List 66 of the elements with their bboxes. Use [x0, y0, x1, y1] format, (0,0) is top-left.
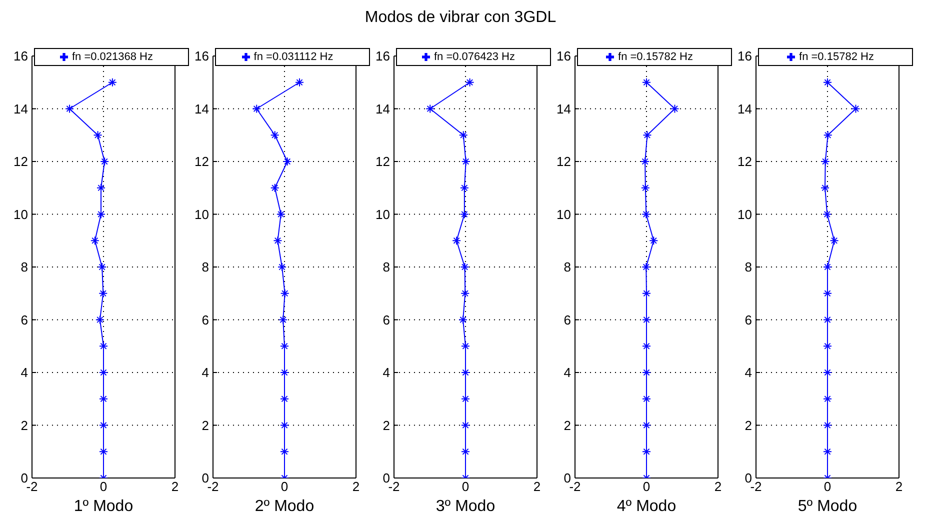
y-tick-label: 12	[556, 154, 571, 170]
x-tick-label: -2	[569, 479, 581, 494]
y-tick-label: 6	[202, 312, 209, 328]
y-tick-label: 16	[556, 48, 571, 64]
x-tick-label: 2	[171, 479, 179, 494]
y-tick-label: 14	[14, 101, 28, 116]
x-tick-label: 2	[714, 479, 722, 494]
y-tick-label: 2	[564, 418, 571, 433]
x-axis-title: 1º Modo	[72, 498, 134, 516]
y-tick-label: 4	[382, 365, 390, 380]
x-tick-label: -2	[388, 479, 400, 494]
x-axis-title: 4º Modo	[616, 498, 678, 516]
y-tick-label: 6	[20, 312, 28, 328]
x-tick-label: -2	[207, 479, 219, 494]
y-tick-label: 2	[20, 418, 28, 433]
y-tick-label: 10	[376, 206, 390, 222]
y-tick-label: 10	[556, 206, 571, 222]
chart-title: Modos de vibrar con 3GDL	[364, 8, 556, 28]
x-tick-label: -2	[26, 479, 38, 494]
y-tick-label: 6	[744, 312, 752, 328]
x-tick-label: 2	[352, 479, 360, 494]
y-tick-label: 8	[382, 260, 390, 275]
y-tick-label: 16	[194, 48, 209, 64]
x-tick-label: 2	[533, 479, 541, 494]
y-tick-label: 8	[564, 260, 571, 275]
y-tick-label: 16	[376, 48, 390, 64]
y-tick-label: 4	[564, 365, 571, 380]
y-tick-label: 14	[556, 101, 571, 116]
y-tick-label: 14	[376, 101, 390, 116]
y-tick-label: 6	[382, 312, 390, 328]
y-tick-label: 14	[194, 101, 209, 116]
y-tick-label: 12	[376, 154, 390, 170]
legend-label: fn =0.076423 Hz	[434, 51, 516, 63]
x-tick-label: 0	[642, 479, 650, 494]
y-tick-label: 14	[738, 101, 752, 116]
y-tick-label: 4	[20, 365, 28, 380]
y-tick-label: 2	[382, 418, 390, 433]
x-tick-label: 0	[100, 479, 108, 494]
x-tick-label: 0	[462, 479, 470, 494]
x-axis-title: 5º Modo	[796, 498, 858, 516]
y-tick-label: 2	[202, 418, 209, 433]
y-tick-label: 12	[194, 154, 209, 170]
y-tick-label: 6	[564, 312, 571, 328]
legend-label: fn =0.021368 Hz	[72, 51, 154, 63]
x-tick-label: 0	[824, 479, 832, 494]
x-axis-title: 3º Modo	[434, 498, 496, 516]
y-tick-label: 4	[744, 365, 752, 380]
y-tick-label: 8	[744, 260, 752, 275]
x-tick-label: -2	[750, 479, 762, 494]
legend-label: fn =0.031112 Hz	[254, 51, 334, 63]
legend-label: fn =0.15782 Hz	[618, 51, 693, 63]
y-tick-label: 10	[14, 206, 28, 222]
legend-label: fn =0.15782 Hz	[799, 51, 874, 63]
y-tick-label: 8	[202, 260, 209, 275]
x-axis-title: 2º Modo	[254, 498, 316, 516]
y-tick-label: 10	[738, 206, 752, 222]
x-tick-label: 0	[280, 479, 288, 494]
y-tick-label: 16	[14, 48, 28, 64]
y-tick-label: 12	[738, 154, 752, 170]
y-tick-label: 8	[20, 260, 28, 275]
y-tick-label: 12	[14, 154, 28, 170]
x-tick-label: 2	[895, 479, 903, 494]
y-tick-label: 2	[744, 418, 752, 433]
y-tick-label: 4	[202, 365, 209, 380]
y-tick-label: 16	[738, 48, 752, 64]
y-tick-label: 10	[194, 206, 209, 222]
